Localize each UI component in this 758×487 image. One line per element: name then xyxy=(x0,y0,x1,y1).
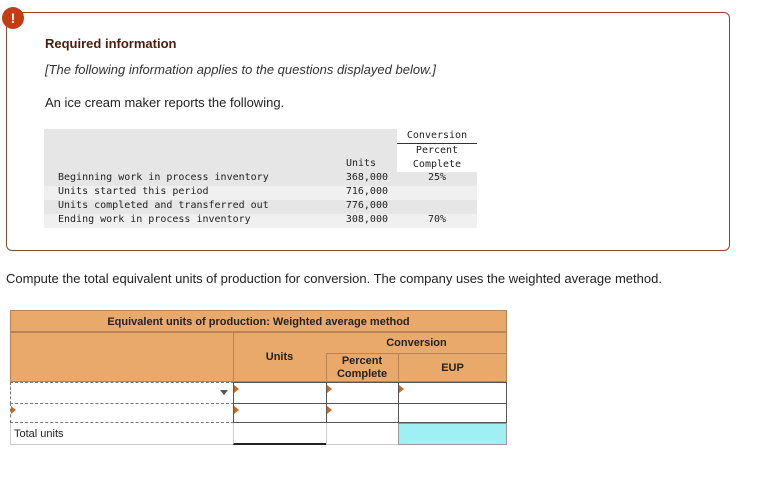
divider xyxy=(398,353,399,382)
given-data-table: Conversion Percent Complete Units Beginn… xyxy=(44,129,477,228)
row-label: Units completed and transferred out xyxy=(58,200,269,211)
input-marker-icon xyxy=(327,385,332,393)
total-units-cell xyxy=(233,423,327,445)
row2-percent-input[interactable] xyxy=(326,403,399,423)
row-units: 776,000 xyxy=(345,200,388,211)
row-label: Units started this period xyxy=(58,186,209,197)
row-label: Beginning work in process inventory xyxy=(58,172,269,183)
conversion-header: Conversion xyxy=(386,336,447,349)
units-header: Units xyxy=(265,351,294,363)
row-stripe xyxy=(44,214,477,228)
eup-table-title: Equivalent units of production: Weighted… xyxy=(10,310,507,332)
complete-header: Complete xyxy=(412,159,462,170)
row1-description-select[interactable] xyxy=(10,382,234,404)
input-marker-icon xyxy=(399,385,404,393)
row1-units-input[interactable] xyxy=(233,382,327,404)
divider xyxy=(233,332,234,382)
required-info-title: Required information xyxy=(45,36,177,51)
percent-header: Percent xyxy=(341,355,383,367)
required-info-box xyxy=(6,12,730,251)
row-units: 716,000 xyxy=(345,186,388,197)
row-label: Ending work in process inventory xyxy=(58,214,251,225)
eup-header-band xyxy=(10,332,507,382)
input-marker-icon xyxy=(327,406,332,414)
required-info-note: [The following information applies to th… xyxy=(45,62,436,77)
data-table-background xyxy=(44,129,477,228)
chevron-down-icon xyxy=(220,390,228,395)
total-percent-cell xyxy=(326,423,399,445)
row2-units-input[interactable] xyxy=(233,403,327,423)
divider xyxy=(326,353,507,354)
input-marker-icon xyxy=(234,385,239,393)
eup-header: EUP xyxy=(441,362,464,374)
row-stripe xyxy=(44,186,477,200)
row-percent: 70% xyxy=(427,214,447,225)
input-marker-icon xyxy=(234,406,239,414)
total-eup-input[interactable] xyxy=(398,423,507,445)
eup-table: Equivalent units of production: Weighted… xyxy=(10,310,507,445)
input-marker-icon xyxy=(11,406,16,414)
units-header: Units xyxy=(345,158,377,169)
exclamation-icon: ! xyxy=(2,7,24,29)
row-percent: 25% xyxy=(427,172,447,183)
row-units: 308,000 xyxy=(345,214,388,225)
row2-eup-input[interactable] xyxy=(398,403,507,423)
row1-percent-input[interactable] xyxy=(326,382,399,404)
percent-header: Percent xyxy=(415,145,459,156)
row2-description-input[interactable] xyxy=(10,403,234,423)
question-text: Compute the total equivalent units of pr… xyxy=(6,271,662,286)
row-units: 368,000 xyxy=(345,172,388,183)
intro-text: An ice cream maker reports the following… xyxy=(45,95,285,110)
conversion-column-header: Conversion Percent Complete xyxy=(397,129,477,172)
row1-eup-input[interactable] xyxy=(398,382,507,404)
divider xyxy=(326,353,327,382)
complete-header: Complete xyxy=(336,368,388,380)
total-units-label: Total units xyxy=(10,423,234,445)
conversion-header: Conversion xyxy=(397,129,477,144)
